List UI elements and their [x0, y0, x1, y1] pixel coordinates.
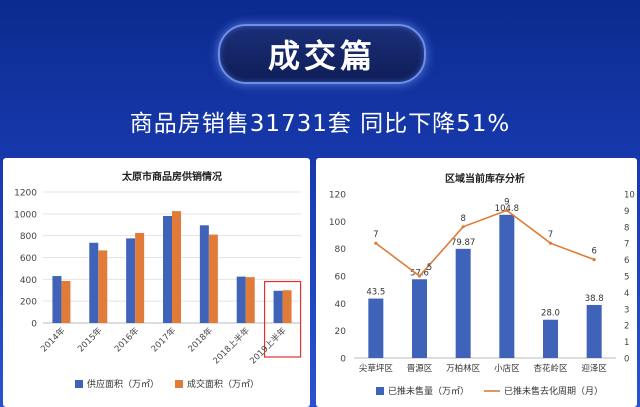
bar: [273, 290, 283, 323]
supply-sales-chart-panel: 太原市商品房供销情况 0 200 400 600 800 1000 1200 2014年 2015…: [3, 158, 310, 407]
bar: [52, 276, 62, 323]
bar-data-label: 104.8: [495, 204, 519, 214]
bar: [282, 290, 292, 323]
bar: [208, 234, 218, 323]
line-point: [592, 258, 596, 262]
legend-label: 供应面积（万㎡）: [87, 378, 159, 390]
legend-label: 已推未售量（万㎡）: [388, 385, 469, 397]
y-tick-label: 400: [20, 276, 37, 286]
x-tick-label: 2014年: [38, 325, 67, 354]
bar: [163, 216, 172, 323]
y-right-tick-label: 0: [624, 355, 629, 365]
x-tick-label: 迎泽区: [581, 363, 607, 374]
line-data-label: 6: [591, 247, 596, 257]
line-data-label: 8: [460, 214, 465, 224]
bar-data-label: 43.5: [366, 288, 385, 298]
legend-label: 成交面积（万㎡）: [187, 378, 259, 390]
x-tick-label: 2016年: [112, 325, 141, 354]
x-tick-label: 万柏林区: [446, 363, 481, 374]
bar: [89, 242, 99, 323]
highlight-box: [263, 280, 302, 358]
y-tick-label: 1200: [14, 189, 37, 199]
y-right-tick-label: 6: [624, 256, 629, 266]
y-left-tick-label: 40: [335, 300, 347, 310]
bar: [368, 298, 384, 358]
x-tick-label: 2018上半年: [211, 325, 252, 366]
bar: [412, 279, 427, 358]
line-point: [461, 225, 465, 229]
bar: [135, 232, 145, 323]
y-right-tick-label: 7: [624, 240, 629, 250]
y-tick-label: 0: [31, 320, 37, 330]
y-right-tick-label: 4: [624, 289, 629, 299]
y-tick-label: 600: [20, 254, 37, 264]
bar: [98, 250, 108, 323]
line-point: [374, 241, 378, 245]
inventory-chart: 区域当前库存分析 0 20 40 60 80 100 120 0 1 2 3 4 5 6 7 8 9 10 43.5 尖…: [329, 172, 635, 397]
bar: [126, 238, 136, 323]
y-left-tick-label: 20: [335, 327, 347, 337]
bar: [245, 277, 255, 323]
bar-data-label: 28.0: [541, 309, 560, 319]
y-right-tick-label: 9: [624, 207, 629, 217]
y-right-tick-label: 3: [624, 305, 629, 315]
line-data-label: 9: [504, 197, 509, 207]
line-point: [505, 208, 509, 212]
y-right-tick-label: 2: [624, 322, 629, 332]
line-data-label: 7: [548, 230, 553, 240]
x-tick-label: 晋源区: [407, 364, 433, 374]
y-left-tick-label: 80: [335, 245, 347, 255]
y-right-tick-label: 10: [624, 191, 635, 201]
section-title: 成交篇: [267, 37, 376, 75]
line-data-label: 7: [373, 230, 378, 240]
x-tick-label: 2015年: [75, 325, 104, 354]
x-tick-label: 杏花岭区: [533, 363, 568, 374]
y-left-tick-label: 60: [335, 273, 347, 283]
y-left-tick-label: 100: [329, 218, 346, 228]
y-left-tick-label: 0: [340, 355, 346, 365]
bar: [543, 319, 558, 358]
x-tick-label: 2017年: [149, 325, 178, 354]
y-right-tick-label: 1: [624, 338, 629, 348]
line-point: [548, 241, 553, 245]
bar-data-label: 38.8: [585, 294, 604, 304]
chart-title: 区域当前库存分析: [445, 172, 525, 185]
bar: [236, 276, 246, 323]
supply-sales-chart: 太原市商品房供销情况 0 200 400 600 800 1000 1200 2014年 2015…: [14, 170, 302, 390]
bar: [455, 248, 471, 358]
bar-data-label: 57.6: [410, 268, 429, 278]
bar: [199, 225, 209, 323]
line-series: [375, 209, 595, 278]
sales-headline: 商品房销售31731套 同比下降51%: [129, 111, 511, 137]
y-right-tick-label: 8: [624, 223, 629, 233]
bar: [586, 304, 602, 358]
line-data-label: 5: [427, 263, 432, 273]
x-tick-label: 2018年: [186, 325, 215, 354]
y-tick-label: 200: [20, 298, 37, 308]
y-right-tick-label: 5: [624, 273, 629, 283]
x-tick-label: 小店区: [494, 363, 520, 374]
bar: [172, 211, 181, 323]
legend-swatch: [376, 387, 384, 395]
legend-swatch: [75, 380, 83, 388]
chart-title: 太原市商品房供销情况: [121, 170, 222, 183]
legend-label: 已推未售去化周期（月）: [504, 385, 603, 397]
legend-swatch: [175, 380, 183, 388]
bar: [61, 280, 71, 323]
line-point: [417, 274, 422, 278]
x-tick-label: 尖草坪区: [359, 363, 394, 374]
x-tick-label: 2019上半年: [248, 325, 289, 366]
bar: [499, 214, 515, 358]
y-left-tick-label: 120: [329, 191, 346, 201]
y-tick-label: 800: [20, 232, 37, 242]
y-tick-label: 1000: [14, 210, 37, 220]
bar-data-label: 79.87: [451, 238, 475, 248]
section-title-badge: 成交篇: [218, 24, 426, 84]
inventory-chart-panel: 区域当前库存分析 0 20 40 60 80 100 120 0 1 2 3 4 5 6 7 8 9 10 43.5 尖…: [316, 158, 637, 407]
